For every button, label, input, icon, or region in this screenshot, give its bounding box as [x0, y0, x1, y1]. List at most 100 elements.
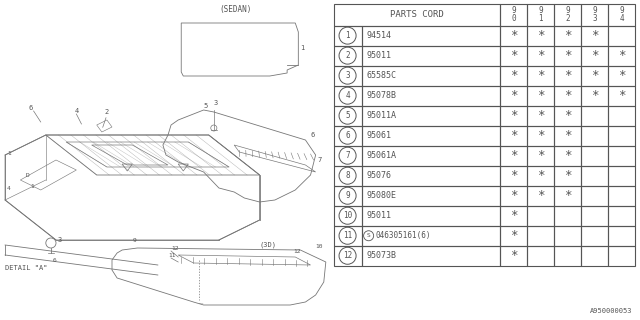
Bar [554, 206, 581, 226]
Bar [581, 226, 609, 246]
Text: *: * [537, 169, 545, 182]
Bar [333, 66, 362, 86]
Bar [333, 26, 362, 46]
Text: 9
3: 9 3 [593, 6, 597, 23]
Bar [362, 86, 500, 106]
Text: 7: 7 [345, 151, 350, 160]
Bar [362, 226, 500, 246]
Bar [333, 186, 362, 206]
Text: 12: 12 [171, 246, 179, 251]
Bar [362, 206, 500, 226]
Text: *: * [537, 29, 545, 42]
Bar [581, 206, 609, 226]
Text: *: * [564, 69, 572, 82]
Text: *: * [564, 109, 572, 122]
Bar [554, 86, 581, 106]
Text: 9
0: 9 0 [511, 6, 516, 23]
Text: 11: 11 [168, 253, 175, 258]
Bar [500, 146, 527, 166]
Bar [581, 246, 609, 266]
Bar [609, 26, 636, 46]
Bar [554, 4, 581, 26]
Bar [527, 86, 554, 106]
Bar [554, 166, 581, 186]
Bar [609, 246, 636, 266]
Text: S: S [367, 233, 371, 238]
Bar [609, 166, 636, 186]
Text: *: * [591, 89, 598, 102]
Bar [554, 146, 581, 166]
Text: 7: 7 [317, 157, 322, 163]
Bar [527, 106, 554, 126]
Text: 4: 4 [345, 91, 350, 100]
Bar [527, 46, 554, 66]
Bar [527, 246, 554, 266]
Text: 1: 1 [31, 184, 35, 189]
Text: 1: 1 [300, 45, 305, 51]
Bar [527, 226, 554, 246]
Bar [581, 46, 609, 66]
Bar [362, 166, 500, 186]
Text: DETAIL "A": DETAIL "A" [5, 265, 47, 271]
Bar [581, 106, 609, 126]
Text: *: * [510, 189, 517, 202]
Bar [554, 66, 581, 86]
Text: *: * [510, 89, 517, 102]
Bar [554, 126, 581, 146]
Text: 3: 3 [58, 237, 62, 243]
Text: *: * [510, 49, 517, 62]
Text: A950000053: A950000053 [590, 308, 632, 314]
Text: *: * [591, 69, 598, 82]
Text: *: * [564, 29, 572, 42]
Text: 12: 12 [343, 251, 352, 260]
Bar [609, 226, 636, 246]
Bar [362, 146, 500, 166]
Text: *: * [564, 49, 572, 62]
Text: *: * [510, 69, 517, 82]
Text: 2: 2 [105, 109, 109, 115]
Text: *: * [537, 109, 545, 122]
Text: 10: 10 [316, 244, 323, 249]
Bar [527, 126, 554, 146]
Bar [362, 66, 500, 86]
Text: 9
1: 9 1 [538, 6, 543, 23]
Text: 95011: 95011 [367, 51, 392, 60]
Text: *: * [537, 149, 545, 162]
Bar [581, 126, 609, 146]
Bar [362, 46, 500, 66]
Text: *: * [537, 49, 545, 62]
Text: 94514: 94514 [367, 31, 392, 40]
Bar [362, 26, 500, 46]
Text: 10: 10 [343, 211, 352, 220]
Text: 12: 12 [293, 249, 301, 254]
Bar [554, 226, 581, 246]
Bar [500, 86, 527, 106]
Bar [581, 26, 609, 46]
Bar [581, 166, 609, 186]
Text: 4: 4 [7, 186, 11, 191]
Text: D: D [26, 173, 29, 178]
Bar [500, 4, 527, 26]
Bar [500, 186, 527, 206]
Bar [581, 86, 609, 106]
Bar [362, 126, 500, 146]
Bar [500, 46, 527, 66]
Bar [609, 46, 636, 66]
Text: 95073B: 95073B [367, 251, 397, 260]
Bar [362, 106, 500, 126]
Text: 95061: 95061 [367, 131, 392, 140]
Bar [609, 126, 636, 146]
Text: 6: 6 [29, 105, 33, 111]
Bar [581, 66, 609, 86]
Text: *: * [537, 129, 545, 142]
Text: 9
2: 9 2 [565, 6, 570, 23]
Bar [581, 146, 609, 166]
Bar [500, 246, 527, 266]
Text: *: * [564, 169, 572, 182]
Text: *: * [510, 209, 517, 222]
Bar [333, 226, 362, 246]
Bar [500, 26, 527, 46]
Text: *: * [510, 149, 517, 162]
Text: 95080E: 95080E [367, 191, 397, 200]
Bar [527, 186, 554, 206]
